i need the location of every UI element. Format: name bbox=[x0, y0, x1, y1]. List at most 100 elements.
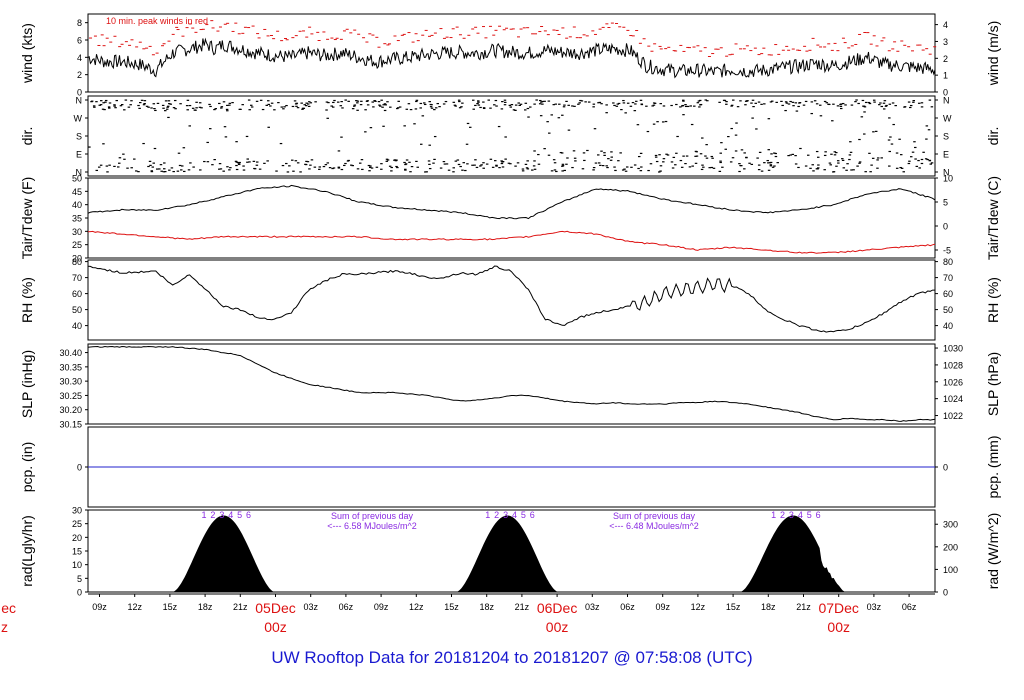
time-tick-label: 03z bbox=[867, 602, 882, 612]
rh-tick-label: 80 bbox=[943, 257, 953, 267]
wind-tick-label: 2 bbox=[943, 54, 948, 64]
wind-tick-label: 1 bbox=[943, 71, 948, 81]
pcp-ylabel-left: pcp. (in) bbox=[19, 442, 35, 493]
rad-hour-marker: 6 bbox=[816, 510, 821, 520]
time-tick-label: 09z bbox=[655, 602, 670, 612]
rad-hour-marker: 4 bbox=[228, 510, 233, 520]
rad-sum-value: <--- 6.48 MJoules/m^2 bbox=[609, 521, 699, 531]
rad-tick-label: 10 bbox=[72, 560, 82, 570]
wind-frame bbox=[87, 13, 936, 93]
dir-tick-label: W bbox=[943, 114, 952, 124]
time-tick-label: 21z bbox=[515, 602, 530, 612]
rad-tick-label: 15 bbox=[72, 547, 82, 557]
rad-tick-label: 200 bbox=[943, 542, 958, 552]
temp-tick-label: 40 bbox=[72, 200, 82, 210]
pcp-tick-label: 0 bbox=[77, 463, 82, 473]
rh-tick-label: 80 bbox=[72, 257, 82, 267]
wind-panel bbox=[85, 13, 938, 93]
dir-tick-label: N bbox=[76, 96, 83, 106]
time-tick-label: 21z bbox=[233, 602, 248, 612]
rad-hour-marker: 6 bbox=[246, 510, 251, 520]
dir-tick-label: N bbox=[76, 168, 83, 178]
slp-tick-label: 1022 bbox=[943, 411, 963, 421]
wind-tick-label: 3 bbox=[943, 37, 948, 47]
rad-hour-marker: 1 bbox=[485, 510, 490, 520]
time-tick-label: 03z bbox=[303, 602, 318, 612]
rh-tick-label: 50 bbox=[72, 305, 82, 315]
time-tick-label: 21z bbox=[796, 602, 811, 612]
slp-tick-label: 30.20 bbox=[59, 405, 82, 415]
rh-tick-label: 40 bbox=[72, 321, 82, 331]
date-label-cut: ec bbox=[1, 600, 16, 616]
time-tick-label: 15z bbox=[163, 602, 178, 612]
rad-hour-marker: 2 bbox=[210, 510, 215, 520]
slp-panel bbox=[85, 343, 938, 425]
dir-tick-label: W bbox=[74, 114, 83, 124]
dir-tick-label: N bbox=[943, 168, 950, 178]
date-sub-label: 00z bbox=[546, 619, 569, 635]
rh-series-line bbox=[87, 265, 935, 333]
rh-tick-label: 60 bbox=[72, 289, 82, 299]
rh-tick-label: 60 bbox=[943, 289, 953, 299]
wind-tick-label: 6 bbox=[77, 36, 82, 46]
temp-tick-label: 35 bbox=[72, 214, 82, 224]
rad-sum-label: Sum of previous day bbox=[613, 511, 696, 521]
temp-ylabel-right: Tair/Tdew (C) bbox=[985, 176, 1001, 260]
dir-tick-label: S bbox=[76, 132, 82, 142]
rad-sum-label: Sum of previous day bbox=[331, 511, 414, 521]
footer-title: UW Rooftop Data for 20181204 to 20181207… bbox=[271, 648, 753, 667]
rh-tick-label: 70 bbox=[943, 273, 953, 283]
rad-hour-marker: 3 bbox=[789, 510, 794, 520]
dir-ylabel-left: dir. bbox=[19, 127, 35, 146]
wind-tick-label: 4 bbox=[943, 20, 948, 30]
date-label: 06Dec bbox=[537, 600, 577, 616]
rad-hour-marker: 3 bbox=[503, 510, 508, 520]
time-tick-label: 09z bbox=[92, 602, 107, 612]
rad-ylabel-right: rad (W/m^2) bbox=[985, 513, 1001, 590]
time-tick-label: 12z bbox=[409, 602, 424, 612]
wind-tick-label: 8 bbox=[77, 18, 82, 28]
rad-tick-label: 0 bbox=[943, 588, 948, 598]
rad-panel bbox=[85, 509, 938, 593]
slp-series-line bbox=[87, 345, 936, 422]
rh-frame bbox=[87, 259, 936, 341]
rh-tick-label: 70 bbox=[72, 273, 82, 283]
dir-tick-label: N bbox=[943, 96, 950, 106]
wind-series-line bbox=[87, 37, 936, 79]
rad-hour-marker: 4 bbox=[512, 510, 517, 520]
temp-series-Tair bbox=[87, 184, 936, 220]
rh-ylabel-right: RH (%) bbox=[985, 277, 1001, 323]
rad-hour-marker: 5 bbox=[807, 510, 812, 520]
temp-tick-label: 5 bbox=[943, 198, 948, 208]
rad-tick-label: 100 bbox=[943, 565, 958, 575]
dir-tick-label: S bbox=[943, 132, 949, 142]
slp-tick-label: 30.40 bbox=[59, 348, 82, 358]
pcp-panel bbox=[85, 426, 938, 508]
rad-tick-label: 300 bbox=[943, 520, 958, 530]
temp-series-Tdew bbox=[87, 230, 936, 254]
rad-hour-marker: 5 bbox=[237, 510, 242, 520]
rad-ylabel-left: rad(Lgly/hr) bbox=[19, 515, 35, 587]
date-sub-label: 00z bbox=[827, 619, 850, 635]
temp-ylabel-left: Tair/Tdew (F) bbox=[19, 177, 35, 259]
wind-tick-label: 2 bbox=[77, 70, 82, 80]
wind-tick-label: 0 bbox=[77, 88, 82, 98]
rad-day-area bbox=[172, 515, 275, 592]
dir-ylabel-right: dir. bbox=[985, 127, 1001, 146]
time-tick-label: 18z bbox=[198, 602, 213, 612]
rad-hour-marker: 2 bbox=[780, 510, 785, 520]
temp-tick-label: 25 bbox=[72, 240, 82, 250]
rh-panel bbox=[85, 259, 938, 341]
temp-tick-label: 30 bbox=[72, 227, 82, 237]
temp-tick-label: 10 bbox=[943, 174, 953, 184]
dir-tick-label: E bbox=[943, 150, 949, 160]
time-tick-label: 15z bbox=[726, 602, 741, 612]
time-tick-label: 06z bbox=[902, 602, 917, 612]
slp-tick-label: 1026 bbox=[943, 377, 963, 387]
rad-tick-label: 0 bbox=[77, 588, 82, 598]
wind-ylabel-left: wind (kts) bbox=[19, 23, 35, 84]
time-tick-label: 09z bbox=[374, 602, 389, 612]
rh-tick-label: 40 bbox=[943, 321, 953, 331]
rad-tick-label: 20 bbox=[72, 533, 82, 543]
